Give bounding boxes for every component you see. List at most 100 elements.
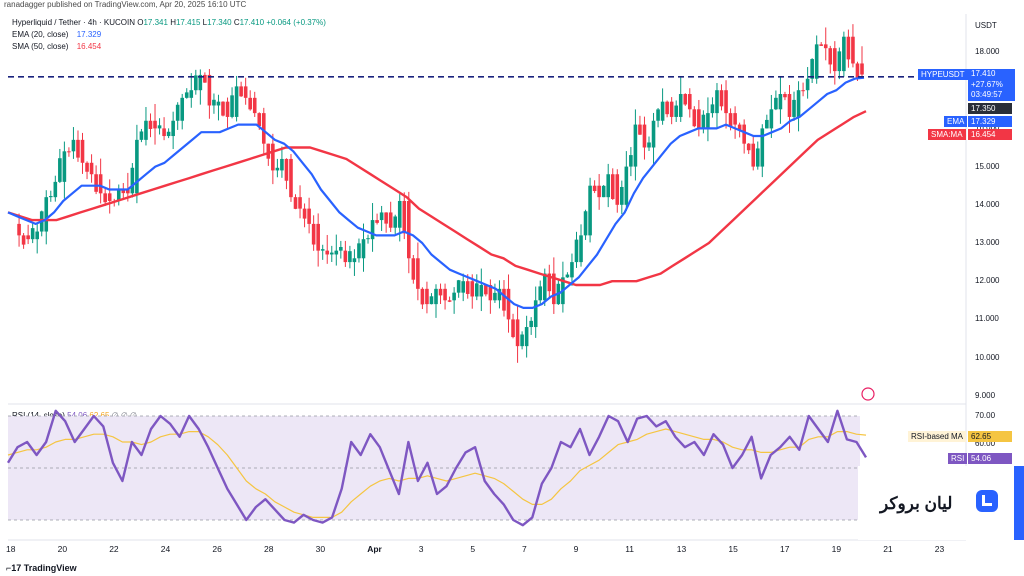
candle-body [683,94,688,105]
candle-body [810,59,814,79]
candle-body [570,262,574,278]
candle-body [89,162,94,175]
candle-body [411,258,416,280]
time-tick: 21 [883,544,893,554]
candle-body [742,124,746,144]
candle-body [583,211,588,236]
publish-line: ranadagger published on TradingView.com,… [4,0,247,9]
candle-body [76,139,80,158]
time-tick: 11 [625,544,635,554]
candle-body [85,162,89,172]
ema-tag-value: 17.329 [968,116,1012,127]
candle-body [80,139,85,163]
candle-body [470,281,475,297]
ohlc-low: 17.340 [207,18,232,27]
candle-body [461,281,465,293]
candle-body [456,280,461,293]
candle-body [293,197,298,209]
bar-countdown: 03:49:57 [971,90,1003,99]
candle-body [819,44,824,46]
candle-body [579,235,583,263]
candle-body [243,86,248,98]
candle-body [823,44,828,49]
candle-body [814,44,819,79]
candle-body [443,288,447,301]
candle-body [180,97,185,121]
time-tick: 13 [676,544,687,554]
candle-body [751,143,756,167]
time-tick: 9 [573,544,579,554]
candle-body [651,120,656,148]
time-tick: 23 [934,544,945,554]
candle-body [239,86,243,97]
candle-body [588,185,592,236]
candle-body [488,285,493,301]
candle-body [842,36,846,72]
candle-body [474,283,479,297]
candle-body [261,113,266,144]
symbol-legend[interactable]: Hyperliquid / Tether · 4h · KUCOIN O17.3… [12,17,326,28]
candle-body [434,288,438,305]
candle-body [357,243,361,259]
tradingview-footer[interactable]: ⌐17 TradingView [6,563,77,573]
candle-body [465,281,470,294]
candle-body [343,250,348,263]
ohlc-close: 17.410 [239,18,265,27]
candle-body [697,109,701,129]
candle-body [660,101,665,121]
ema-legend[interactable]: EMA (20, close) 17.329 [12,29,101,40]
candle-body [855,63,860,79]
candle-body [547,273,552,292]
candle-body [429,296,434,305]
ohlc-low-label: L [202,18,208,27]
sma-legend[interactable]: SMA (50, close) 16.454 [12,41,101,52]
time-tick: Apr [367,544,382,554]
candle-body [846,36,851,60]
sma-tag-value: 16.454 [968,129,1012,140]
time-tick: 28 [264,544,274,554]
candle-body [420,288,425,305]
ohlc-change: +0.064 (+0.37%) [266,18,326,27]
candle-body [366,238,370,240]
candle-body [565,274,570,278]
candle-body [737,124,742,131]
candle-body [710,104,715,114]
time-tick: 3 [418,544,424,554]
time-tick: 15 [728,544,738,554]
rsi-tag-value: 54.06 [968,453,1012,464]
candle-body [216,101,221,106]
candle-body [801,90,805,92]
candle-body [325,250,330,255]
price-tick: 15.000 [975,161,1000,171]
candle-body [452,292,456,301]
candle-body [302,208,307,219]
candle-body [416,258,420,289]
rsi-ma-line [7,428,867,519]
rsi-legend-label: RSI (14, close) [12,411,65,420]
candle-body [783,94,787,98]
candle-body [257,113,262,127]
rsi-legend[interactable]: RSI (14, close) 54.06 62.65 ∅ ∅ ∅ [12,410,137,421]
candle-body [715,90,719,114]
time-tick: 19 [831,544,842,554]
candle-body [792,99,796,117]
candle-body [674,105,678,117]
rsi-ma-legend-value: 62.65 [89,411,110,420]
broker-logo-icon [976,490,998,512]
time-tick: 26 [212,544,222,554]
sma-tag-label: SMA:MA [928,129,966,140]
candle-body [103,193,107,203]
candle-body [370,220,375,240]
candle-body [515,319,520,347]
candle-body [624,166,629,205]
rsi-tick-60: 60.00 [975,439,996,448]
candle-body [787,94,792,117]
candle-body [610,174,615,199]
candle-body [184,92,189,98]
currency-label: USDT [975,21,997,30]
candle-body [352,258,357,263]
ohlc-open-label: O [137,18,144,27]
candle-body [538,286,543,301]
candle-body [334,250,339,255]
